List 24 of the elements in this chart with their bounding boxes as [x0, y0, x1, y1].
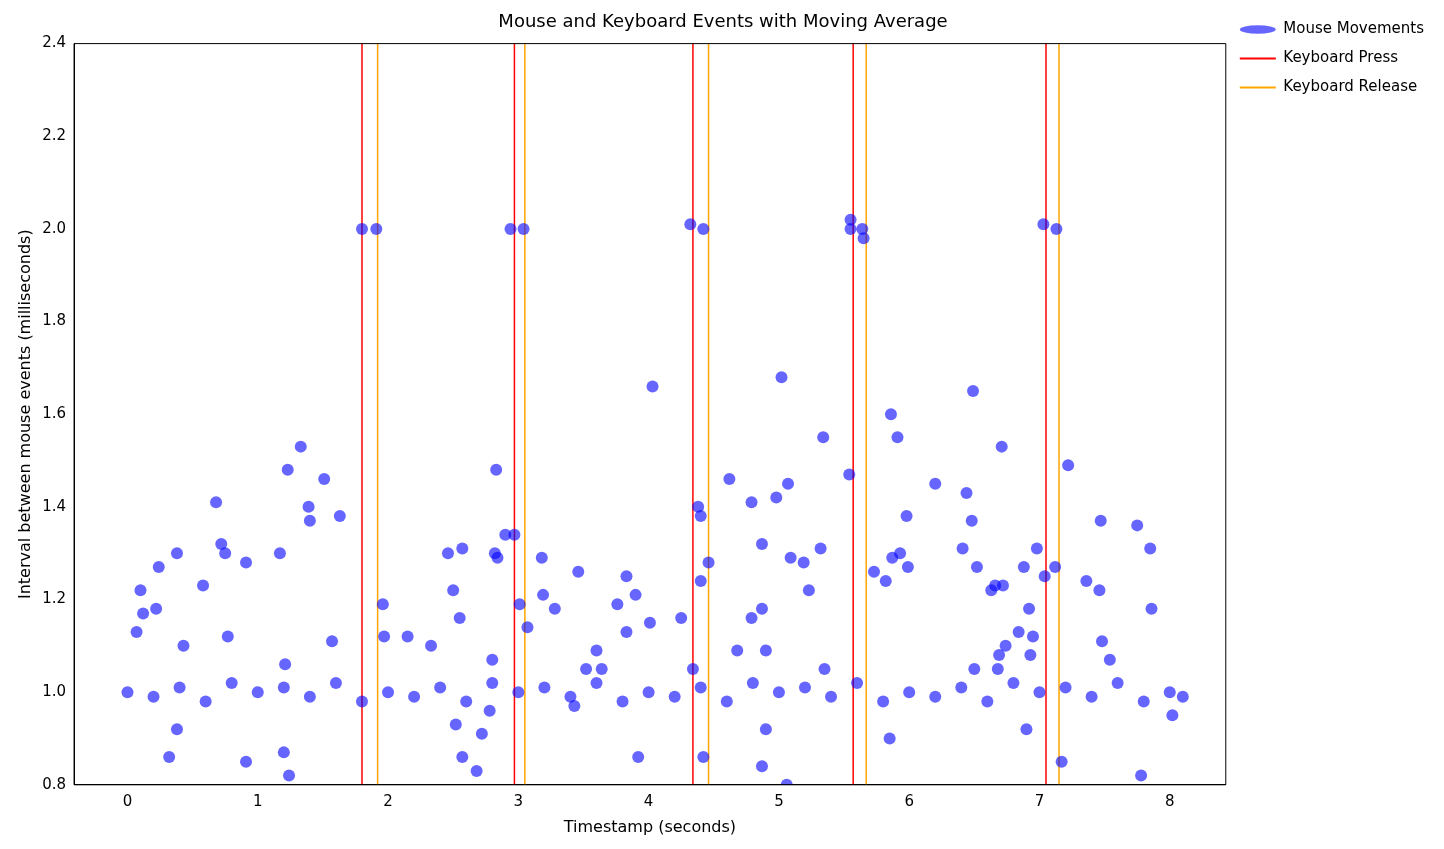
y-tick-label: 1.4 — [42, 496, 67, 515]
y-tick-label: 2.2 — [42, 126, 67, 145]
x-tick-label: 4 — [643, 791, 654, 810]
legend-label: Keyboard Release — [1283, 77, 1418, 96]
chart-title: Mouse and Keyboard Events with Moving Average — [498, 10, 948, 32]
y-tick-label: 1.6 — [42, 404, 67, 423]
x-tick-label: 6 — [904, 791, 914, 810]
y-tick-label: 1.2 — [42, 589, 67, 608]
x-axis-title: Timestamp (seconds) — [562, 816, 737, 836]
legend-label: Keyboard Press — [1283, 48, 1399, 67]
y-tick-label: 1.0 — [42, 682, 67, 701]
x-tick-label: 0 — [122, 791, 133, 810]
x-tick-label: 3 — [513, 791, 524, 810]
x-tick-label: 7 — [1034, 791, 1045, 810]
y-tick-label: 1.8 — [42, 311, 67, 330]
x-tick-label: 8 — [1165, 791, 1175, 810]
legend-label: Mouse Movements — [1283, 19, 1425, 38]
x-tick-label: 1 — [252, 791, 263, 810]
x-tick-label: 5 — [774, 791, 784, 810]
y-tick-label: 2.4 — [42, 33, 67, 52]
y-tick-label: 0.8 — [42, 774, 67, 793]
x-tick-label: 2 — [383, 791, 393, 810]
y-tick-label: 2.0 — [42, 218, 67, 237]
y-axis-title: Interval between mouse events (milliseconds) — [14, 229, 34, 600]
